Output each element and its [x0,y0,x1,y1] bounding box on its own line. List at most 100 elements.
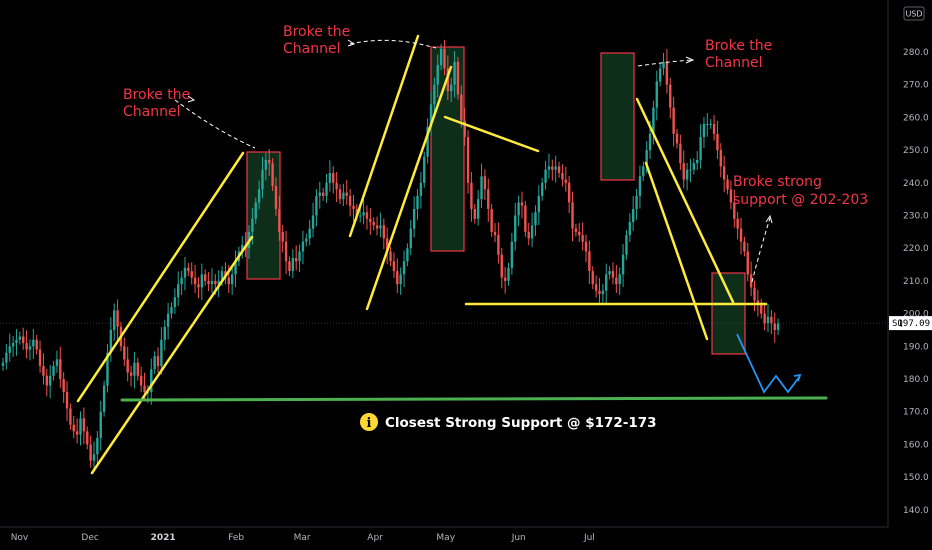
candle-body [25,343,28,350]
candle-body [692,163,696,170]
price-tick-label: 280.0 [903,48,929,58]
candle-body [126,359,129,373]
candle-body [416,195,419,209]
candle-body [65,392,69,409]
candle-body [507,267,510,281]
candle-body [561,172,564,180]
candle-body [487,189,490,209]
time-tick-label: Nov [11,533,29,543]
candle-body [288,261,291,272]
candle-body [473,208,476,219]
candle-body [143,385,146,393]
candle-body [517,202,520,216]
candle-body [338,189,342,200]
candle-body [217,280,220,285]
candle-body [200,274,204,288]
candle-body [436,65,439,85]
candle-body [55,359,59,366]
candle-body [214,280,217,285]
candle-body [776,323,780,330]
annotation-line-2: Channel [123,104,180,120]
candle-body [527,231,530,239]
candle-body [510,241,514,268]
candle-body [615,277,618,285]
info-icon-glyph: i [367,416,372,431]
time-axis[interactable]: Nov Dec 2021 Feb Mar Apr May Jun Jul [0,526,888,543]
candle-body [763,313,766,324]
candle-body [99,411,102,438]
channel-line [90,235,254,475]
price-tick-label: 190.0 [903,342,929,352]
candle-body [524,205,527,232]
candle-body [379,225,382,229]
candle-body [315,195,318,216]
candle-body [541,182,544,196]
candle-body [567,182,571,203]
candle-body [1,362,5,366]
candle-body [183,267,187,278]
callout-connector [637,59,693,67]
candle-body [696,159,699,164]
candle-body [348,195,352,206]
candle-body [305,238,308,242]
candle-body [190,271,193,278]
candle-body [645,150,648,167]
candle-body [173,297,177,308]
candle-body [116,310,119,327]
candle-body [773,323,776,330]
annotation-line-1: Broke the [283,24,350,40]
candle-body [466,137,470,183]
candle-body [18,336,22,340]
candle-body [210,280,214,285]
candle-body [180,277,183,285]
candle-body [433,84,436,105]
candle-body [230,274,234,285]
currency-badge[interactable]: USD [903,6,925,21]
candle-body [129,372,133,376]
candle-body [257,189,261,203]
candle-body [399,274,402,285]
candle-body [325,182,328,196]
candle-body [362,212,365,216]
price-tick-label: 240.0 [903,179,929,189]
candle-body [89,444,92,461]
candle-body [69,408,72,425]
channel-line [443,115,540,153]
callout-connector [349,39,437,49]
candle-body [702,123,706,138]
closest-support-label: i Closest Strong Support @ $172-173 [360,413,657,431]
candle-body [733,202,736,219]
candle-body [96,437,99,455]
candle-body [635,195,638,209]
candle-body [554,166,557,170]
candle-body [551,166,554,170]
candle-body [736,218,739,229]
channel-line [348,34,420,238]
candle-body [52,365,55,376]
candle-body [760,303,763,314]
candle-body [109,329,113,353]
candle-body [177,284,180,298]
candle-body [503,277,507,281]
candle-body [359,215,362,217]
time-tick-label: 2021 [151,533,176,543]
candle-body [15,339,18,344]
candle-body [28,346,32,350]
candle-body [75,431,79,435]
candle-body [35,339,38,350]
candle-body [72,424,75,432]
candle-body [284,241,288,262]
candle-body [712,123,716,134]
candle-body [22,336,25,344]
candle-body [571,202,574,229]
candle-body [38,349,42,366]
annotation-line-1: Broke the [705,38,772,54]
candle-body [588,251,591,272]
candle-body [102,385,106,412]
candle-body [92,454,96,461]
annotation-line-1: Broke strong [733,174,822,190]
price-axis[interactable]: 140.0 150.0 160.0 170.0 180.0 190.0 200.0 210.0… [887,0,929,527]
candle-body [743,241,746,252]
price-tick-label: 250.0 [903,146,929,156]
